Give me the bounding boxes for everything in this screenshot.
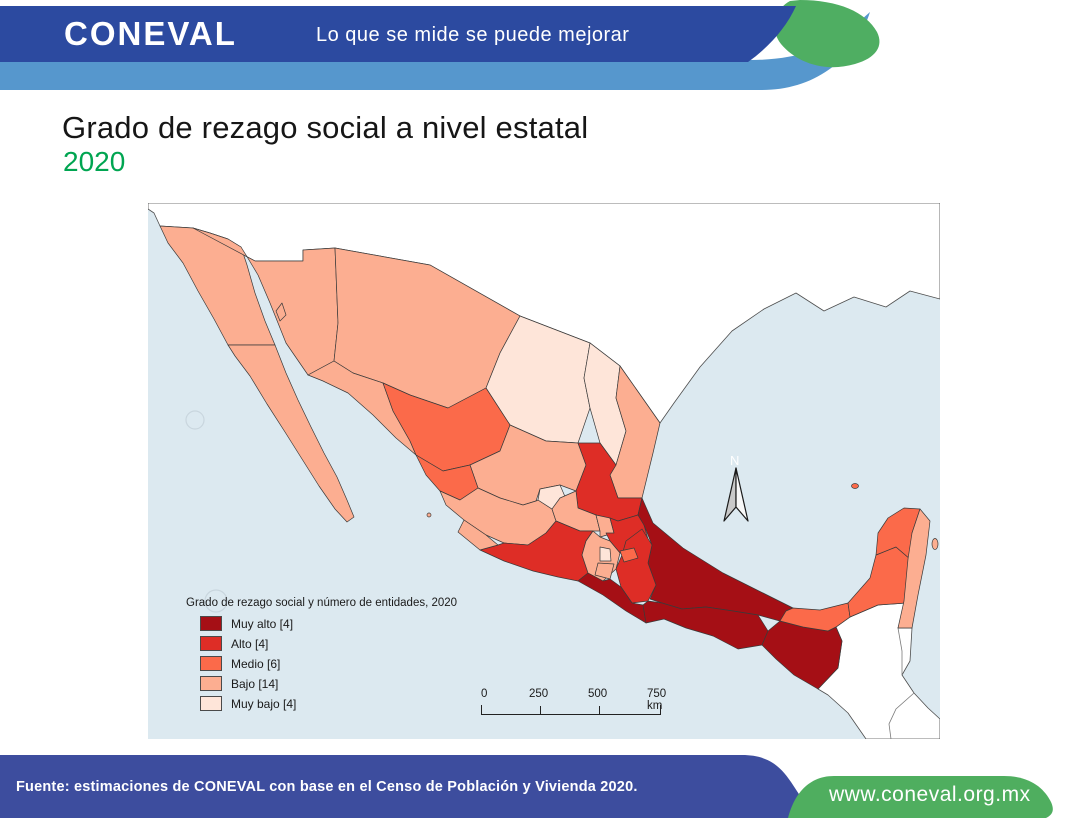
legend-swatch-alto <box>200 636 222 651</box>
state-puebla <box>615 528 657 604</box>
legend-label: Medio [6] <box>231 656 281 671</box>
header-green-swoosh <box>774 0 880 68</box>
scale-bar-labels: 0 250 500 750 km <box>481 688 666 712</box>
isla-tiburon <box>275 302 287 322</box>
coneval-logo: CONEVAL <box>64 15 237 52</box>
header-banner <box>0 0 880 90</box>
scale-bar-tick <box>540 706 542 714</box>
page-title: Grado de rezago social a nivel estatal <box>62 110 589 145</box>
header-tagline: Lo que se mide se puede mejorar <box>316 24 630 46</box>
header-lightblue-band <box>0 12 870 90</box>
guatemala-belize-border <box>897 627 903 675</box>
arrecife-alacranes <box>851 483 859 489</box>
scale-tick-label: 250 <box>529 688 549 700</box>
legend-item-muy-alto: Muy alto [4] <box>200 616 457 631</box>
legend-item-bajo: Bajo [14] <box>200 676 457 691</box>
isla-cozumel <box>931 538 939 550</box>
legend-swatch-muy-alto <box>200 616 222 631</box>
state-baja-california-sur <box>227 344 355 523</box>
scale-tick-label: 750 km <box>647 688 667 712</box>
map-legend: Grado de rezago social y número de entid… <box>186 597 457 716</box>
coneval-website-link[interactable]: www.coneval.org.mx <box>829 783 1031 806</box>
mexico-choropleth-map: N <box>148 203 940 739</box>
footer-green-wave <box>788 776 1053 818</box>
map-scale-bar: 0 250 500 750 km <box>481 688 666 715</box>
state-colima <box>457 519 499 551</box>
legend-label: Muy bajo [4] <box>231 696 297 711</box>
north-arrow-label: N <box>730 453 739 468</box>
page-title-year: 2020 <box>63 146 126 177</box>
state-tabasco <box>779 602 851 632</box>
legend-swatch-bajo <box>200 676 222 691</box>
legend-swatch-muy-bajo <box>200 696 222 711</box>
legend-label: Bajo [14] <box>231 676 279 691</box>
map-panel: N Grado de rezago social y número de ent… <box>148 203 940 739</box>
north-arrow: N <box>723 453 749 522</box>
state-tlaxcala <box>619 547 639 563</box>
state-sonora <box>192 227 339 376</box>
header-darkblue-band <box>0 6 796 62</box>
state-quintana-roo <box>897 508 931 629</box>
legend-item-medio: Medio [6] <box>200 656 457 671</box>
state-guerrero <box>577 572 647 624</box>
scale-tick-label: 0 <box>481 688 488 700</box>
state-cdmx <box>599 546 612 562</box>
island-halo <box>185 410 205 430</box>
legend-item-muy-bajo: Muy bajo [4] <box>200 696 457 711</box>
legend-label: Muy alto [4] <box>231 616 294 631</box>
scale-bar-line <box>481 705 661 715</box>
scale-bar-tick <box>599 706 601 714</box>
footer-banner <box>0 755 1053 818</box>
island-halo <box>204 589 228 613</box>
legend-title: Grado de rezago social y número de entid… <box>186 597 458 609</box>
footer-blue-band <box>0 755 818 818</box>
source-note: Fuente: estimaciones de CONEVAL con base… <box>16 779 638 795</box>
state-chiapas <box>761 620 843 690</box>
guatemala-honduras-border <box>888 692 915 739</box>
legend-swatch-medio <box>200 656 222 671</box>
scale-tick-label: 500 <box>588 688 608 700</box>
islas-marias <box>426 512 432 518</box>
legend-label: Alto [4] <box>231 636 269 651</box>
legend-item-alto: Alto [4] <box>200 636 457 651</box>
